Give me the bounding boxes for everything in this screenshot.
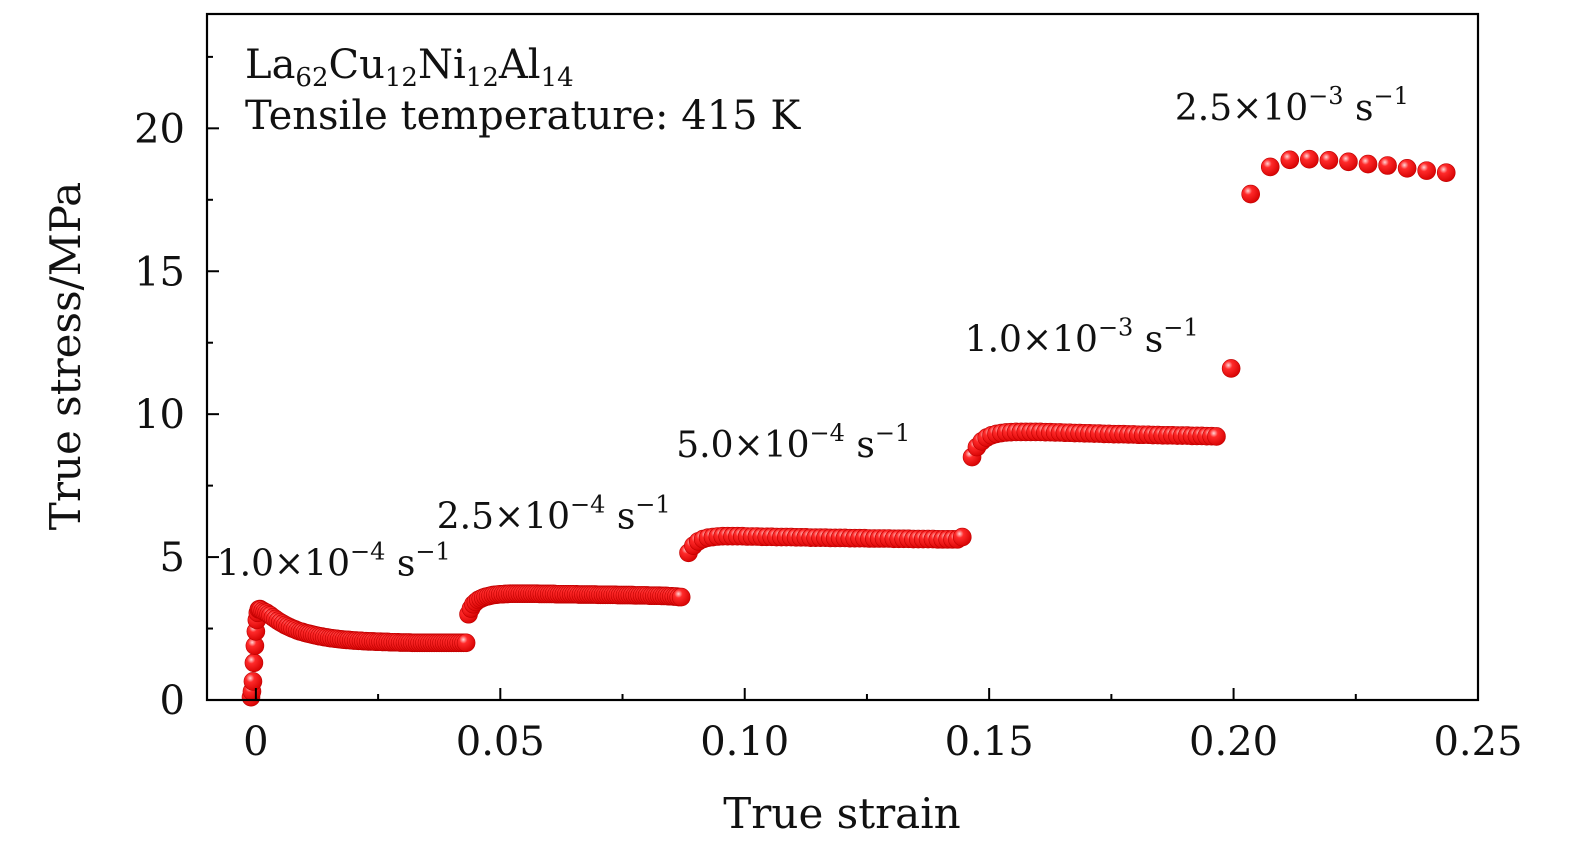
strain-rate-label: 1.0×10−3 s−1 [965, 313, 1199, 360]
x-axis-label: True strain [723, 789, 960, 838]
x-tick-label: 0 [243, 719, 268, 765]
y-axis-label: True stress/MPa [41, 182, 90, 530]
strain-rate-label: 2.5×10−4 s−1 [437, 491, 671, 538]
data-point [1300, 149, 1319, 169]
series-5 [1241, 149, 1456, 204]
series-1 [241, 599, 476, 707]
data-point [1319, 151, 1339, 170]
data-point [244, 653, 264, 673]
data-point [456, 633, 476, 653]
x-tick-label: 0.20 [1189, 719, 1278, 765]
data-point [1397, 159, 1417, 178]
strain-rate-annotations: 1.0×10−4 s−12.5×10−4 s−15.0×10−4 s−1 1.0×… [217, 82, 1409, 585]
x-tick-label: 0.25 [1433, 719, 1522, 765]
data-point [1221, 359, 1241, 378]
y-axis-ticks: 0 5 10 15 20 [134, 55, 219, 724]
data-point [671, 587, 691, 607]
data-point [1417, 161, 1436, 180]
data-point [1339, 152, 1358, 172]
data-point [1260, 157, 1280, 177]
y-tick-label: 0 [160, 678, 185, 724]
alloy-composition-label: La62Cu12Ni12Al14 [245, 42, 574, 93]
data-point [952, 527, 972, 547]
x-tick-label: 0.05 [456, 719, 545, 765]
tensile-temperature-label: Tensile temperature: 415 K [245, 93, 801, 139]
data-point [1280, 150, 1300, 170]
data-point [1378, 156, 1397, 175]
data-point [1436, 163, 1456, 182]
plot-frame [205, 12, 1480, 702]
data-points-layer [241, 149, 1456, 707]
data-point [1241, 184, 1260, 204]
x-tick-label: 0.10 [700, 719, 789, 765]
y-tick-label: 15 [134, 249, 185, 295]
series-3 [679, 526, 972, 563]
data-point [1207, 427, 1226, 446]
strain-rate-label: 1.0×10−4 s−1 [217, 538, 451, 585]
x-tick-label: 0.15 [945, 719, 1034, 765]
strain-rate-label: 2.5×10−3 s−1 [1175, 82, 1409, 129]
y-tick-label: 10 [134, 392, 185, 438]
strain-rate-label: 5.0×10−4 s−1 [676, 419, 910, 466]
data-point [1358, 154, 1378, 174]
series-4 [962, 359, 1241, 467]
y-tick-label: 5 [160, 535, 185, 581]
data-point [243, 672, 263, 691]
series-2 [459, 584, 691, 624]
x-axis-ticks: 0 0.05 0.10 0.15 0.20 0.25 [243, 688, 1523, 765]
y-tick-label: 20 [134, 106, 185, 152]
